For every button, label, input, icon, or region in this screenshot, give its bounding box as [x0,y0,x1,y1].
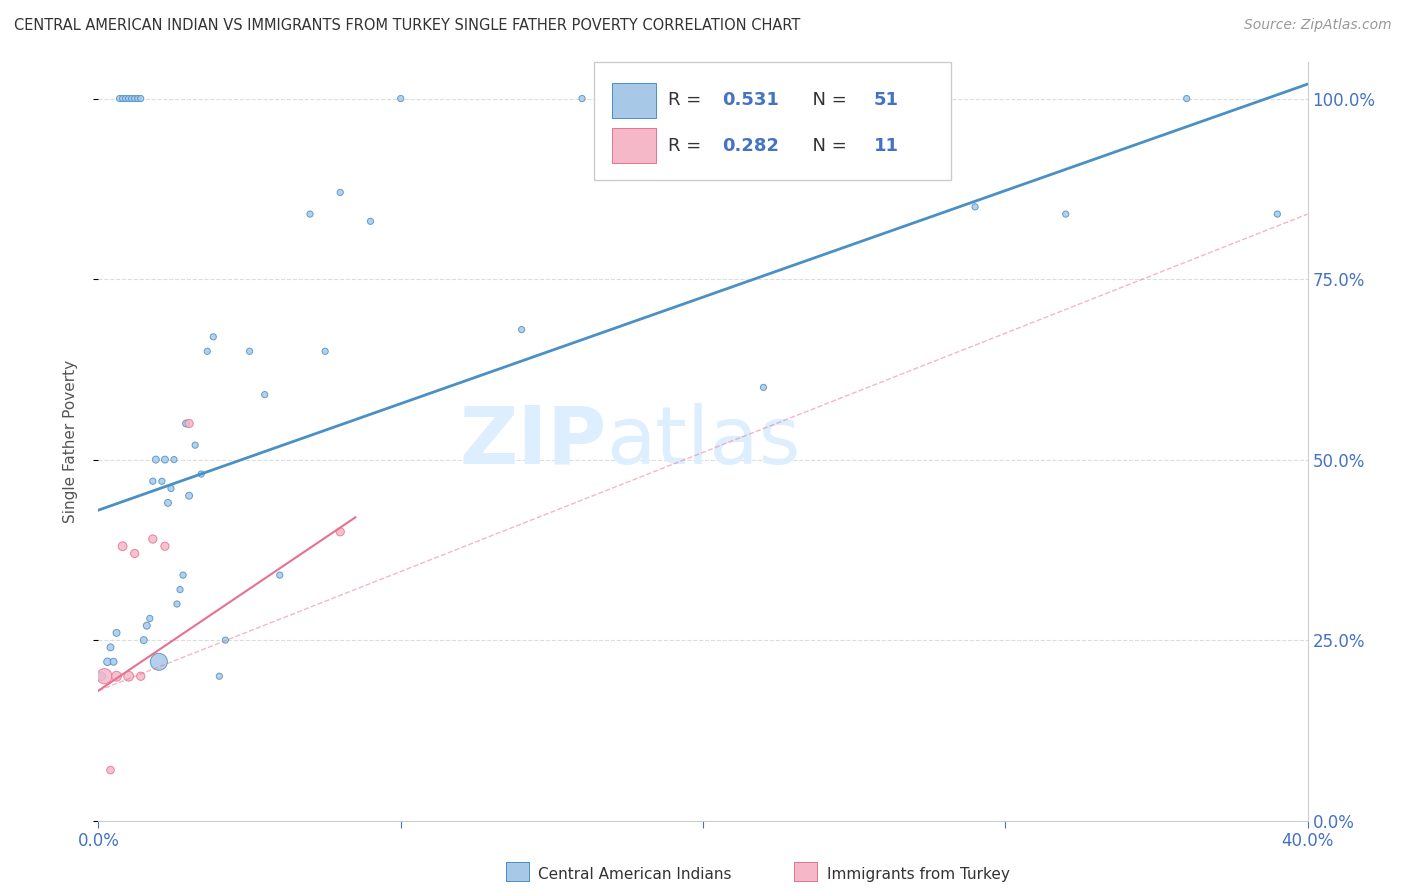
Point [129,91,152,105]
Point [172,568,194,582]
Point [389,91,412,105]
Point [174,417,197,431]
Point [145,452,167,467]
Text: Central American Indians: Central American Indians [538,867,733,881]
Text: Immigrants from Turkey: Immigrants from Turkey [827,867,1010,881]
Point [166,597,188,611]
Point [111,539,134,553]
Point [127,91,149,105]
Point [360,214,382,228]
Point [965,200,987,214]
Text: R =: R = [668,91,707,110]
Point [253,387,276,401]
Point [184,438,207,452]
Point [299,207,322,221]
Text: 11: 11 [873,136,898,155]
Point [208,669,231,683]
Point [96,655,118,669]
Point [114,91,136,105]
Point [239,344,262,359]
Text: 51: 51 [873,91,898,110]
Point [190,467,212,481]
FancyBboxPatch shape [595,62,950,180]
FancyBboxPatch shape [613,83,655,118]
Point [179,417,201,431]
Point [150,475,173,489]
Point [111,91,134,105]
Point [132,633,155,648]
Text: N =: N = [801,91,852,110]
Text: atlas: atlas [606,402,800,481]
Point [269,568,291,582]
Point [153,452,176,467]
Point [314,344,336,359]
Point [90,669,112,683]
Point [752,380,775,394]
Text: N =: N = [801,136,852,155]
Point [179,489,201,503]
Point [118,91,141,105]
Text: ZIP: ZIP [458,402,606,481]
Point [163,452,186,467]
Point [108,91,131,105]
Point [135,618,157,632]
Text: CENTRAL AMERICAN INDIAN VS IMMIGRANTS FROM TURKEY SINGLE FATHER POVERTY CORRELAT: CENTRAL AMERICAN INDIAN VS IMMIGRANTS FR… [14,18,800,33]
Y-axis label: Single Father Poverty: Single Father Poverty [63,360,77,523]
Point [214,633,236,648]
Point [93,669,115,683]
Point [904,91,927,105]
Point [142,475,165,489]
FancyBboxPatch shape [613,128,655,163]
Point [510,323,533,337]
Text: 0.531: 0.531 [723,91,779,110]
Point [1175,91,1198,105]
Text: Source: ZipAtlas.com: Source: ZipAtlas.com [1244,18,1392,32]
Point [118,669,141,683]
Point [100,763,122,777]
Text: 0.282: 0.282 [723,136,779,155]
Point [153,539,176,553]
Text: R =: R = [668,136,707,155]
Point [124,91,146,105]
Point [160,482,183,496]
Point [121,91,143,105]
Point [139,611,162,625]
Point [1054,207,1077,221]
Point [105,669,128,683]
Point [195,344,218,359]
Point [202,330,225,344]
Point [100,640,122,655]
Point [142,532,165,546]
Point [124,546,146,560]
Point [571,91,593,105]
Point [129,669,152,683]
Point [169,582,191,597]
Point [156,496,179,510]
Point [329,186,352,200]
Point [329,524,352,539]
Point [1267,207,1289,221]
Point [105,626,128,640]
Point [148,655,170,669]
Point [103,655,125,669]
